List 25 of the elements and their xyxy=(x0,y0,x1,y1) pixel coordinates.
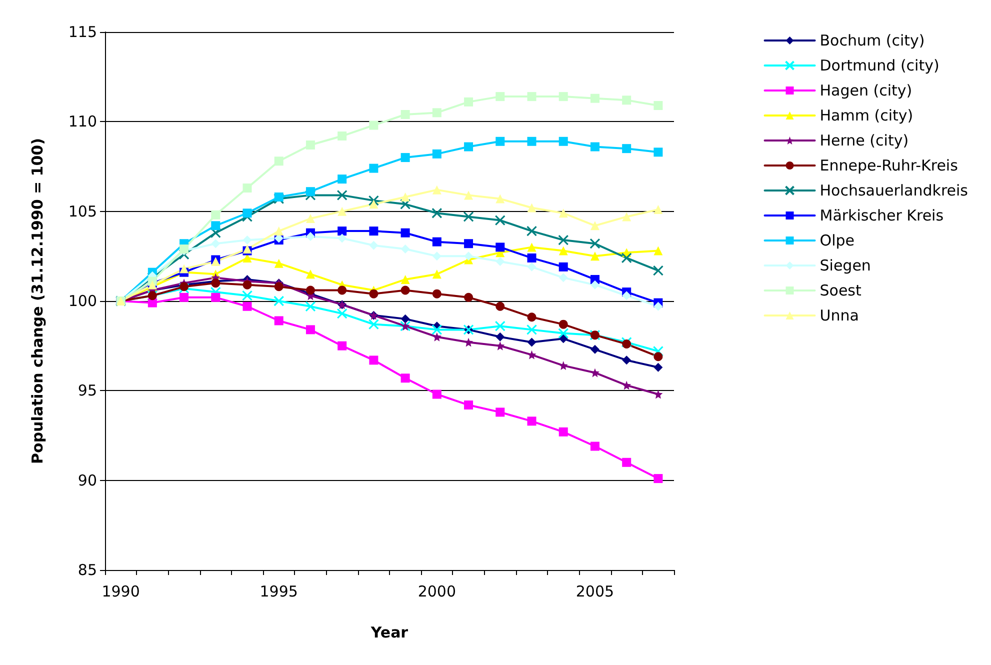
y-tick-label: 115 xyxy=(68,23,97,41)
legend-label: Soest xyxy=(820,282,862,300)
legend-label: Hochsauerlandkreis xyxy=(820,182,968,200)
y-tick-label: 100 xyxy=(68,292,97,310)
legend-label: Hamm (city) xyxy=(820,106,914,124)
legend-label: Märkischer Kreis xyxy=(820,206,944,224)
y-tick-label: 85 xyxy=(78,561,97,579)
legend-label: Dortmund (city) xyxy=(820,56,940,74)
x-tick-label: 1995 xyxy=(260,582,298,600)
x-axis-title: Year xyxy=(370,624,409,642)
x-tick-label: 1990 xyxy=(102,582,140,600)
y-tick-label: 105 xyxy=(68,202,97,220)
y-tick-label: 110 xyxy=(68,112,97,131)
legend-label: Unna xyxy=(820,306,859,324)
x-tick-label: 2000 xyxy=(418,582,456,600)
legend-label: Bochum (city) xyxy=(820,32,925,50)
legend-label: Ennepe-Ruhr-Kreis xyxy=(820,156,958,174)
legend-label: Olpe xyxy=(820,232,854,250)
y-axis-title: Population change (31.12.1990 = 100) xyxy=(28,138,46,464)
y-tick-label: 95 xyxy=(78,382,97,400)
legend-label: Siegen xyxy=(820,256,871,274)
x-tick-label: 2005 xyxy=(576,582,614,600)
legend-label: Herne (city) xyxy=(820,132,909,150)
legend-label: Hagen (city) xyxy=(820,82,912,100)
y-tick-label: 90 xyxy=(78,471,97,490)
